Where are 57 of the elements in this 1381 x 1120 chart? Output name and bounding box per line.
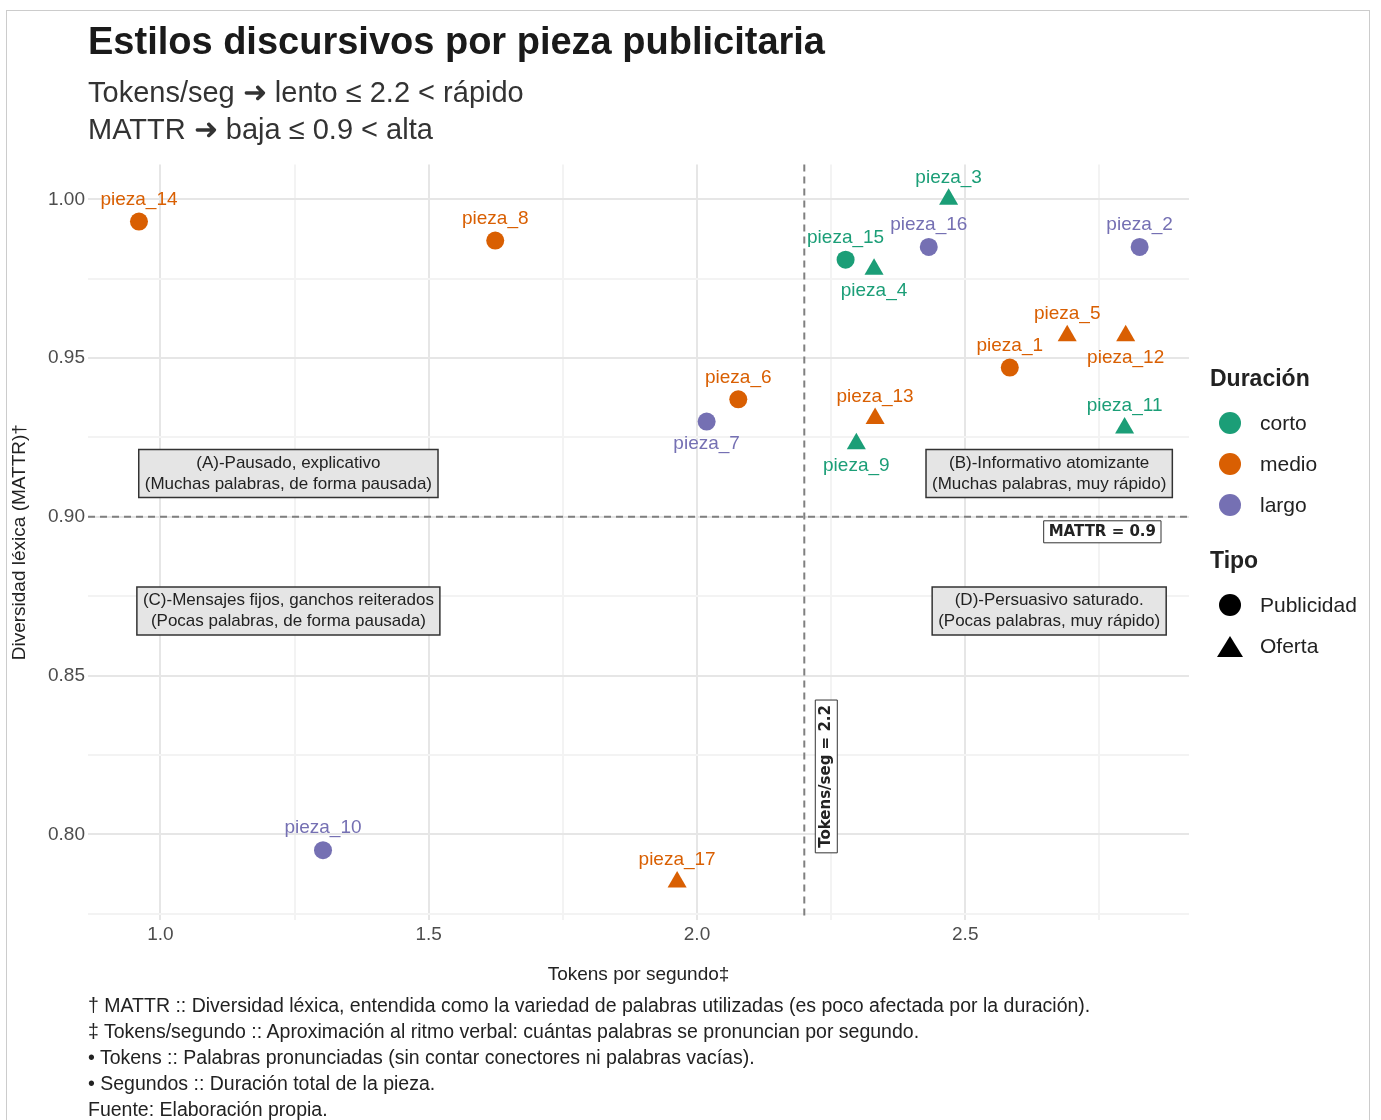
x-tick-label: 1.0	[147, 922, 174, 944]
annotation: pieza_4	[840, 279, 908, 302]
point	[486, 231, 505, 250]
y-tick-label: 0.80	[48, 822, 85, 844]
point	[1000, 358, 1019, 377]
text: Oferta	[1260, 633, 1319, 658]
annotation: (D)-Persuasivo saturado. (Pocas palabras, muy rápido)	[938, 590, 1161, 631]
point	[129, 212, 148, 231]
annotation: pieza_7	[673, 431, 740, 454]
x-tick-label: 1.5	[415, 922, 442, 944]
annotation: pieza_17	[638, 848, 716, 871]
annotation: pieza_11	[1086, 394, 1163, 417]
text: • Tokens :: Palabras pronunciadas (sin contar conectores ni palabras vacías).	[88, 1045, 756, 1070]
point	[919, 237, 938, 256]
legend-label: largo	[1260, 492, 1307, 517]
text: ‡ Tokens/segundo :: Aproximación al ritmo verbal: cuántas palabras se pronuncian por segundo.	[88, 1019, 921, 1044]
annotation: pieza_1	[976, 333, 1044, 356]
annotation: pieza_14	[100, 187, 178, 210]
x-tick-label: 2.0	[683, 922, 711, 944]
point	[1130, 237, 1149, 256]
annotation: (A)-Pausado, explicativo (Muchas palabras, de forma pausada)	[144, 452, 433, 493]
annotation: pieza_15	[807, 225, 885, 248]
annotation: pieza_10	[284, 816, 362, 839]
point	[846, 432, 866, 450]
annotation: pieza_8	[461, 206, 529, 229]
annotation: pieza_2	[1106, 213, 1173, 236]
annotation: pieza_5	[1033, 302, 1101, 325]
annotation: (B)-Informativo atomizante (Muchas palabras, muy rápido)	[932, 452, 1167, 493]
annotation: pieza_6	[705, 365, 772, 388]
chart-subtitle: Tokens/seg ➜ lento ≤ 2.2 < rápido MATTR ➜ baja ≤ 0.9 < alta	[88, 75, 524, 147]
annotation: pieza_12	[1087, 346, 1165, 369]
legend-label: corto	[1260, 410, 1307, 435]
annotation: pieza_9	[823, 454, 890, 477]
ref-line-label: Tokens/seg = 2.2	[816, 705, 835, 848]
annotation: pieza_3	[915, 165, 982, 188]
point	[697, 412, 716, 431]
y-tick-label: 0.90	[48, 505, 85, 527]
legend-label: medio	[1260, 451, 1318, 476]
y-tick-label: 0.95	[48, 346, 85, 368]
chart-title: Estilos discursivos por pieza publicitaria	[88, 20, 825, 63]
ref-line-label: MATTR = 0.9	[1048, 521, 1157, 540]
x-axis-title: Tokens por segundo‡	[547, 962, 730, 984]
text: • Segundos :: Duración total de la pieza.	[88, 1071, 437, 1096]
annotation: pieza_16	[890, 213, 968, 236]
x-tick-label: 2.5	[952, 922, 979, 944]
y-axis-title: Diversidad léxica (MATTR)†	[7, 424, 29, 661]
point	[729, 390, 748, 409]
annotation: (C)-Mensajes fijos, ganchos reiterados (Pocas palabras, de forma pausada)	[142, 590, 434, 631]
source-note: Fuente: Elaboración propia.	[88, 1097, 329, 1120]
y-tick-label: 0.85	[48, 663, 85, 685]
text: Publicidad	[1260, 592, 1357, 617]
text: † MATTR :: Diversidad léxica, entendida como la variedad de palabras utilizadas (es poco afectada por la duración).	[88, 993, 1091, 1018]
point	[1115, 416, 1135, 434]
text: Tipo	[1210, 547, 1259, 573]
y-tick-label: 1.00	[48, 187, 85, 209]
annotation: pieza_13	[836, 384, 914, 407]
text: Duración	[1210, 365, 1310, 391]
